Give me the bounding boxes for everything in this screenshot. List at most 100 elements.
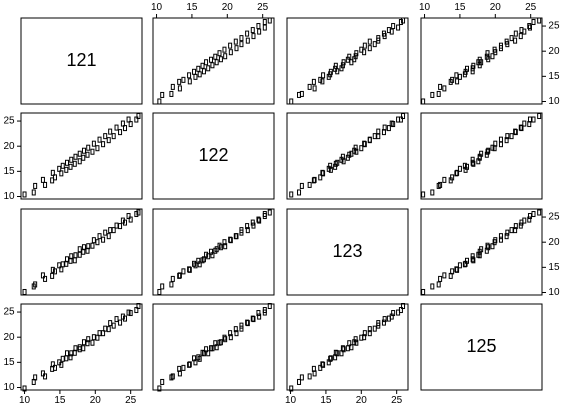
point bbox=[527, 116, 532, 123]
point bbox=[157, 288, 162, 295]
point bbox=[518, 33, 523, 40]
point bbox=[464, 65, 469, 72]
point bbox=[297, 189, 302, 196]
point bbox=[504, 233, 509, 240]
point bbox=[505, 133, 510, 140]
point bbox=[372, 41, 377, 48]
point bbox=[77, 251, 82, 258]
point bbox=[457, 165, 462, 172]
point bbox=[362, 140, 367, 147]
point bbox=[101, 330, 106, 337]
point bbox=[527, 216, 532, 223]
point bbox=[97, 136, 102, 143]
panel bbox=[286, 17, 409, 105]
point bbox=[522, 217, 527, 224]
point bbox=[328, 166, 333, 173]
point bbox=[134, 307, 139, 314]
point bbox=[367, 38, 372, 45]
point bbox=[498, 233, 503, 240]
point bbox=[396, 24, 401, 31]
point bbox=[321, 72, 326, 79]
point bbox=[297, 378, 302, 385]
point bbox=[217, 50, 222, 57]
point bbox=[114, 222, 119, 229]
x-tick-label: 10 bbox=[285, 395, 297, 406]
point bbox=[251, 316, 256, 323]
point bbox=[177, 365, 182, 372]
point bbox=[228, 237, 233, 244]
point bbox=[69, 350, 74, 357]
point bbox=[233, 233, 238, 240]
point bbox=[206, 253, 211, 260]
point bbox=[95, 334, 100, 341]
point bbox=[486, 147, 491, 154]
point bbox=[181, 268, 186, 275]
point bbox=[234, 330, 239, 337]
panel bbox=[20, 17, 143, 105]
point bbox=[386, 125, 391, 132]
point bbox=[398, 307, 403, 314]
point bbox=[318, 174, 323, 181]
point bbox=[181, 364, 186, 371]
point bbox=[454, 72, 459, 79]
point bbox=[256, 23, 261, 30]
point bbox=[470, 159, 475, 166]
point bbox=[69, 156, 74, 163]
point bbox=[50, 169, 55, 176]
point bbox=[228, 236, 233, 243]
point bbox=[201, 68, 206, 75]
point bbox=[267, 17, 272, 24]
point bbox=[328, 71, 333, 78]
point bbox=[320, 361, 325, 368]
point bbox=[95, 145, 100, 152]
point bbox=[430, 283, 435, 290]
point bbox=[537, 113, 542, 120]
point bbox=[333, 160, 338, 167]
point bbox=[333, 349, 338, 356]
point bbox=[239, 227, 244, 234]
point bbox=[245, 320, 250, 327]
y-tick-label: 25 bbox=[548, 212, 560, 223]
point bbox=[505, 229, 510, 236]
point bbox=[256, 310, 261, 317]
y-tick-label: 15 bbox=[548, 71, 560, 82]
point bbox=[134, 116, 139, 123]
point bbox=[401, 303, 406, 310]
point bbox=[81, 339, 86, 346]
point bbox=[239, 322, 244, 329]
point bbox=[438, 181, 443, 188]
variable-label: 123 bbox=[332, 241, 362, 261]
point bbox=[464, 257, 469, 264]
point bbox=[513, 129, 518, 136]
point bbox=[128, 216, 133, 223]
point bbox=[359, 145, 364, 152]
point bbox=[527, 24, 532, 31]
point bbox=[462, 261, 467, 268]
point bbox=[120, 217, 125, 224]
point bbox=[389, 28, 394, 35]
point bbox=[353, 53, 358, 60]
point bbox=[401, 17, 406, 24]
point bbox=[90, 242, 95, 249]
point bbox=[354, 148, 359, 155]
point bbox=[118, 319, 123, 326]
point bbox=[239, 41, 244, 48]
point bbox=[509, 133, 514, 140]
point bbox=[209, 248, 214, 255]
point bbox=[289, 98, 294, 105]
x-tick-label: 20 bbox=[490, 2, 502, 13]
point bbox=[477, 252, 482, 259]
point bbox=[31, 189, 36, 196]
point bbox=[376, 37, 381, 44]
point bbox=[187, 361, 192, 368]
x-tick-label: 10 bbox=[19, 395, 31, 406]
point bbox=[233, 38, 238, 45]
point bbox=[50, 266, 55, 273]
point bbox=[509, 35, 514, 42]
point bbox=[299, 90, 304, 97]
point bbox=[401, 113, 406, 120]
point bbox=[64, 355, 69, 362]
y-tick-label: 10 bbox=[3, 191, 15, 202]
point bbox=[335, 68, 340, 75]
point bbox=[64, 256, 69, 263]
